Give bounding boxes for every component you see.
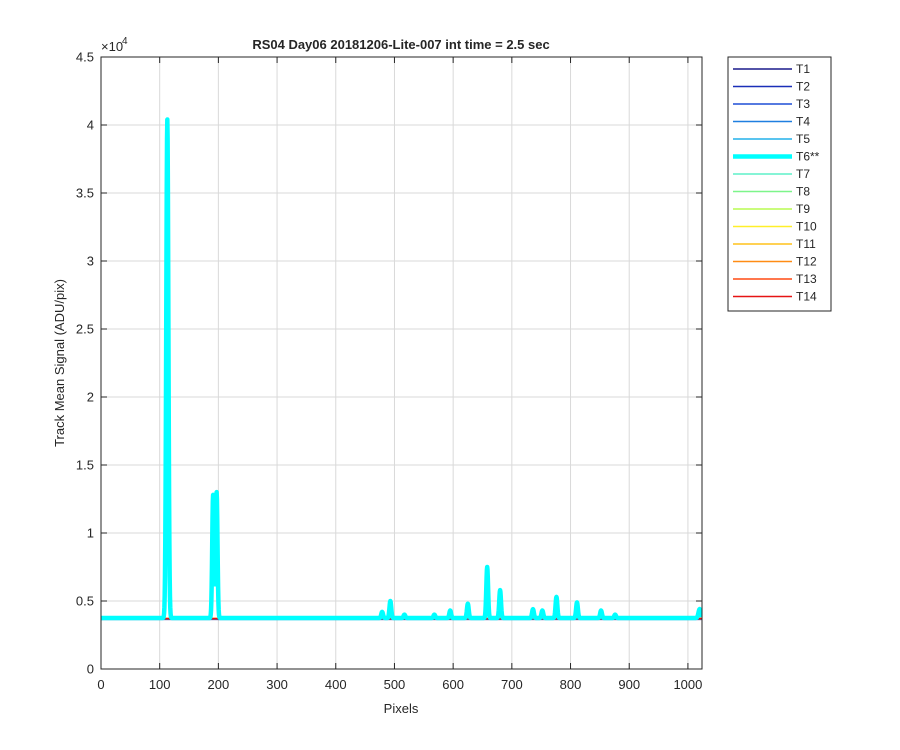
legend-label: T6**: [796, 150, 820, 164]
x-tick-label: 100: [149, 677, 171, 692]
y-axis-label: Track Mean Signal (ADU/pix): [52, 279, 67, 447]
legend-box: [727, 56, 832, 312]
x-tick-label: 900: [618, 677, 640, 692]
legend-label: T14: [796, 290, 817, 304]
legend: T1 T2 T3 T4 T5 T6** T7 T8 T9 T10 T11 T12 T13 T14: [727, 56, 832, 312]
legend-label: T11: [796, 237, 816, 251]
y-tick-label: 0: [87, 662, 94, 677]
x-tick-label: 1000: [673, 677, 702, 692]
y-exponent-power: 4: [122, 36, 128, 47]
y-tick-label: 4.5: [76, 50, 94, 65]
x-tick-label: 400: [325, 677, 347, 692]
y-exponent: ×10 4: [101, 36, 128, 54]
ticks: 0 100 200 300 400 500 600 700 800 900 1000 0 0.5 1 1.5…: [76, 50, 702, 693]
y-tick-label: 1: [87, 526, 94, 541]
y-tick-label: 3: [87, 254, 94, 269]
x-tick-label: 0: [97, 677, 104, 692]
legend-label: T7: [796, 167, 810, 181]
x-tick-label: 800: [560, 677, 582, 692]
x-axis-label: Pixels: [384, 701, 419, 716]
chart-title: RS04 Day06 20181206-Lite-007 int time = …: [252, 37, 549, 52]
x-tick-label: 300: [266, 677, 288, 692]
legend-label: T9: [796, 202, 810, 216]
y-tick-label: 4: [87, 118, 94, 133]
legend-label: T1: [796, 62, 810, 76]
x-tick-label: 600: [442, 677, 464, 692]
legend-label: T4: [796, 115, 810, 129]
legend-label: T10: [796, 220, 817, 234]
legend-label: T5: [796, 132, 810, 146]
y-tick-label: 1.5: [76, 458, 94, 473]
legend-label: T12: [796, 255, 817, 269]
y-exponent-base: ×10: [101, 39, 123, 54]
legend-label: T3: [796, 97, 810, 111]
legend-label: T13: [796, 272, 817, 286]
y-tick-label: 0.5: [76, 594, 94, 609]
x-tick-label: 200: [208, 677, 230, 692]
series-line-T6: [101, 117, 702, 621]
y-tick-label: 2.5: [76, 322, 94, 337]
axes-background: [101, 57, 702, 669]
x-tick-label: 500: [384, 677, 406, 692]
axes-box: [100, 56, 703, 670]
grid: [100, 56, 702, 670]
y-tick-label: 3.5: [76, 186, 94, 201]
y-tick-label: 2: [87, 390, 94, 405]
x-tick-label: 700: [501, 677, 523, 692]
legend-label: T2: [796, 80, 810, 94]
series-layer: [101, 117, 702, 621]
legend-label: T8: [796, 185, 810, 199]
